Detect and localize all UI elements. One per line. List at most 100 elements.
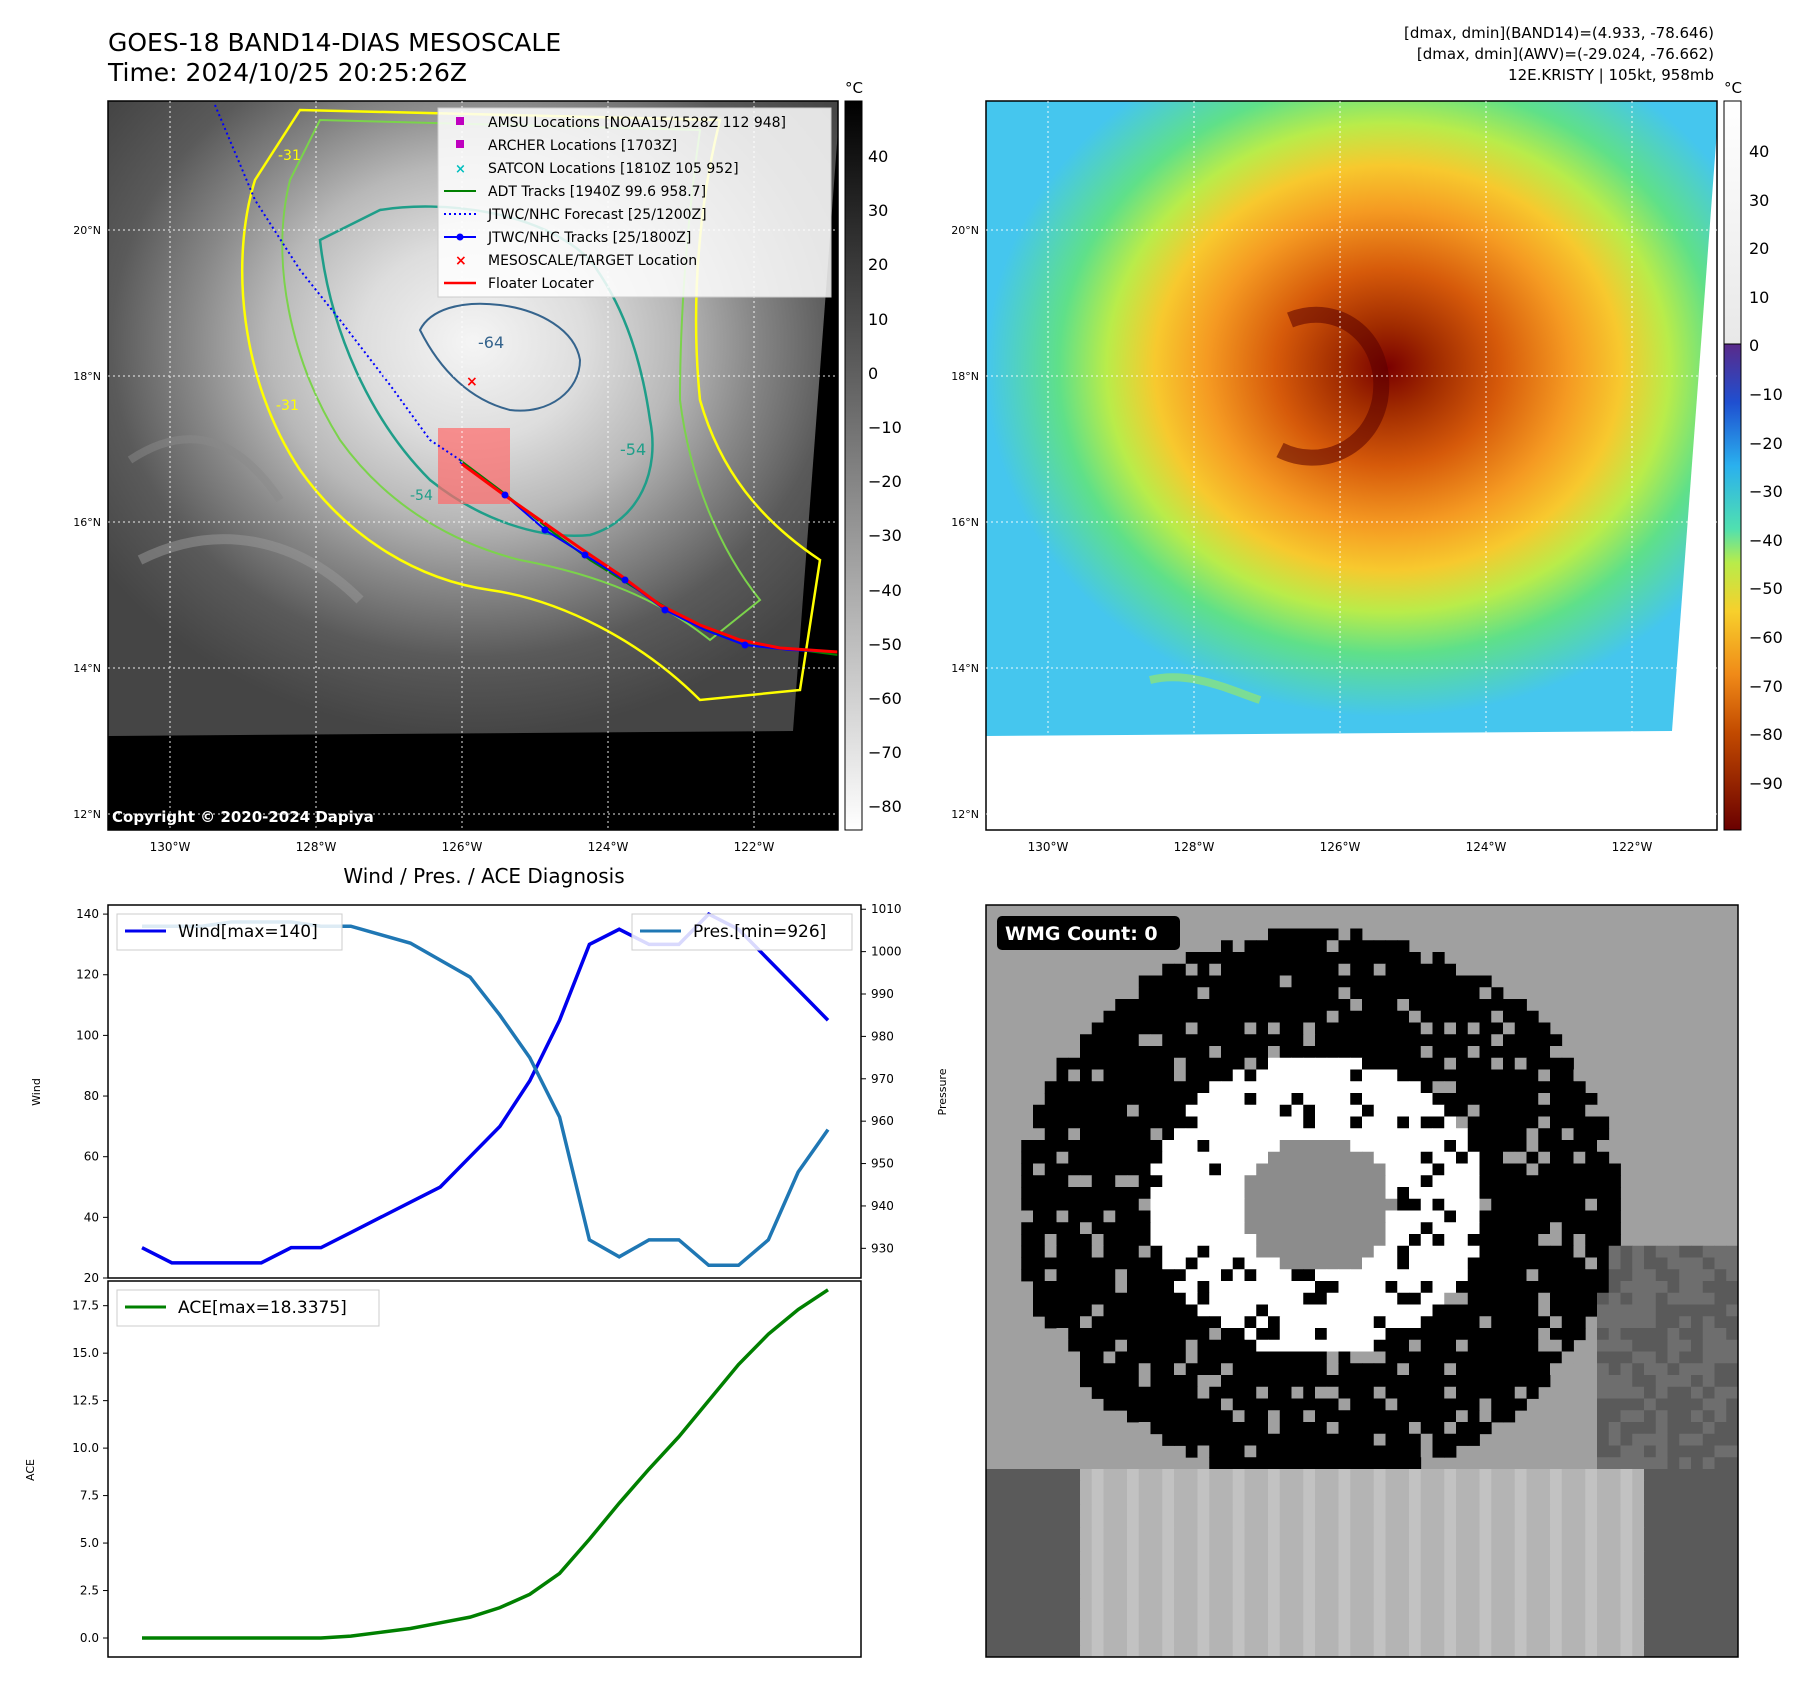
wmg-cell <box>1232 1586 1245 1599</box>
wmg-cell <box>1150 1269 1163 1282</box>
wmg-cell <box>1244 1504 1257 1517</box>
wmg-cell <box>1150 1574 1163 1587</box>
wmg-cell <box>1127 1140 1140 1153</box>
wmg-cell <box>1491 1386 1504 1399</box>
wmg-cell <box>1491 1574 1504 1587</box>
wmg-cell <box>1091 1386 1104 1399</box>
wmg-cell <box>1561 1574 1574 1587</box>
wmg-cell <box>1044 1187 1057 1200</box>
wmg-cell <box>1138 1069 1151 1082</box>
wmg-cell <box>1291 1375 1304 1388</box>
wmg-cell <box>1044 1539 1057 1552</box>
wmg-cell <box>1573 1633 1586 1646</box>
wmg-cell <box>1479 1645 1492 1658</box>
wmg-cell <box>1444 1586 1457 1599</box>
wmg-cell <box>1021 1269 1034 1282</box>
wmg-cell <box>1338 1245 1351 1258</box>
wmg-cell <box>1409 1551 1422 1564</box>
wmg-cell <box>1362 1198 1375 1211</box>
wmg-cell <box>1150 1234 1163 1247</box>
wmg-cell <box>1444 1187 1457 1200</box>
wmg-cell <box>1033 1304 1046 1317</box>
wmg-cell <box>1362 975 1375 988</box>
wmg-cell <box>1514 1187 1527 1200</box>
wmg-cell <box>1456 1621 1469 1634</box>
wmg-cell <box>1103 1621 1116 1634</box>
wmg-cell <box>1221 999 1234 1012</box>
wmg-cell <box>1514 1093 1527 1106</box>
wmg-cell <box>1185 1034 1198 1047</box>
wmg-cell <box>1467 1469 1480 1482</box>
wmg-cell <box>1232 1198 1245 1211</box>
wmg-cell <box>1021 1198 1034 1211</box>
wmg-cell <box>1150 1398 1163 1411</box>
wmg-cell <box>1420 1539 1433 1552</box>
wmg-cell <box>1033 1163 1046 1176</box>
wmg-cell <box>1585 1504 1598 1517</box>
wmg-cell <box>1232 1257 1245 1270</box>
wmg-cell <box>1585 1128 1598 1141</box>
wind-pressure-chart: 2040608010012014093094095096097098099010… <box>30 902 949 1285</box>
wmg-cell <box>1726 1433 1739 1446</box>
wmg-cell <box>1432 1022 1445 1035</box>
wmg-cell <box>1373 1469 1386 1482</box>
wmg-cell <box>1185 1116 1198 1129</box>
wmg-cell <box>1315 1457 1328 1470</box>
wmg-cell <box>1256 1116 1269 1129</box>
wmg-cell <box>1409 1210 1422 1223</box>
legend-floater: Floater Locater <box>488 276 594 292</box>
wmg-cell <box>1667 1386 1680 1399</box>
wmg-cell <box>1279 1375 1292 1388</box>
wmg-cell <box>1103 1140 1116 1153</box>
wmg-cell <box>1268 1281 1281 1294</box>
wmg-cell <box>1338 1386 1351 1399</box>
wmg-cell <box>1585 1281 1598 1294</box>
wmg-cell <box>1021 1633 1034 1646</box>
wmg-cell <box>1033 1269 1046 1282</box>
wmg-cell <box>1503 1140 1516 1153</box>
wmg-cell <box>1691 1386 1704 1399</box>
wmg-cell <box>1115 999 1128 1012</box>
wmg-cell <box>1315 1422 1328 1435</box>
wmg-cell <box>1479 987 1492 1000</box>
wmg-cell <box>1185 1610 1198 1623</box>
wmg-cell <box>1479 1610 1492 1623</box>
wmg-cell <box>1115 1069 1128 1082</box>
wmg-cell <box>1244 1621 1257 1634</box>
wmg-cell <box>1597 1269 1610 1282</box>
wmg-cell <box>1491 1410 1504 1423</box>
map-legend: AMSU Locations [NOAA15/1528Z 112 948] AR… <box>437 107 832 298</box>
wmg-cell <box>1432 1480 1445 1493</box>
wmg-cell <box>1044 1527 1057 1540</box>
wmg-cell <box>1080 1516 1093 1529</box>
wmg-cell <box>1338 1433 1351 1446</box>
wmg-cell <box>1373 1140 1386 1153</box>
wmg-cell <box>1162 1516 1175 1529</box>
wmg-cell <box>1091 1128 1104 1141</box>
wmg-cell <box>1315 1539 1328 1552</box>
wmg-cell <box>1373 1375 1386 1388</box>
wmg-cell <box>1526 1339 1539 1352</box>
wmg-cell <box>1444 1480 1457 1493</box>
wmg-cell <box>1244 1351 1257 1364</box>
wmg-cell <box>1244 1281 1257 1294</box>
wmg-cell <box>1232 1445 1245 1458</box>
wmg-cell <box>1268 1175 1281 1188</box>
wmg-cell <box>1420 1281 1433 1294</box>
wmg-cell <box>1174 1598 1187 1611</box>
wmg-cell <box>1444 999 1457 1012</box>
wmg-cell <box>1232 940 1245 953</box>
wmg-cell <box>1420 1198 1433 1211</box>
wmg-cell <box>1561 1093 1574 1106</box>
wmg-cell <box>1714 1375 1727 1388</box>
wmg-cell <box>1503 1386 1516 1399</box>
wmg-cell <box>1174 1081 1187 1094</box>
wmg-cell <box>1056 1222 1069 1235</box>
wmg-cell <box>1115 1175 1128 1188</box>
wmg-cell <box>1326 1375 1339 1388</box>
wmg-cell <box>1561 1245 1574 1258</box>
wmg-cell <box>1456 1633 1469 1646</box>
wmg-cell <box>1197 1128 1210 1141</box>
wmg-cell <box>1726 1610 1739 1623</box>
wmg-cell <box>1197 1386 1210 1399</box>
